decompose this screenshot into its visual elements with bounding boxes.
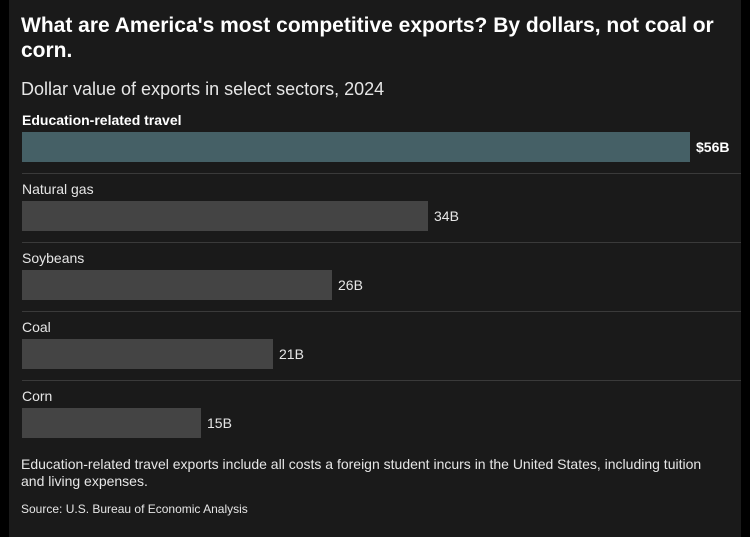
chart-note: Education-related travel exports include… — [21, 456, 702, 489]
bar — [22, 132, 690, 162]
bar-chart: Education-related travel $56B Natural gas 3… — [9, 108, 741, 448]
row-divider — [22, 311, 741, 312]
category-label: Soybeans — [22, 250, 85, 266]
value-label: $56B — [696, 139, 730, 155]
chart-card: What are America's most competitive expo… — [9, 0, 741, 537]
chart-title: What are America's most competitive expo… — [21, 14, 714, 62]
bar-row: Coal 21B — [22, 315, 741, 384]
bar-row: Soybeans 26B — [22, 246, 741, 315]
value-label: 34B — [434, 208, 459, 224]
chart-subtitle: Dollar value of exports in select sector… — [21, 79, 385, 99]
bar-row: Corn 15B — [22, 384, 741, 453]
bar — [22, 339, 273, 369]
value-label: 15B — [207, 415, 232, 431]
bar-row: Natural gas 34B — [22, 177, 741, 246]
category-label: Corn — [22, 388, 53, 404]
value-label: 21B — [279, 346, 304, 362]
category-label: Natural gas — [22, 181, 94, 197]
bar — [22, 201, 428, 231]
bar-row: Education-related travel $56B — [22, 108, 741, 177]
bar — [22, 270, 332, 300]
row-divider — [22, 173, 741, 174]
category-label: Education-related travel — [22, 112, 182, 128]
row-divider — [22, 380, 741, 381]
bar — [22, 408, 201, 438]
category-label: Coal — [22, 319, 51, 335]
row-divider — [22, 242, 741, 243]
value-label: 26B — [338, 277, 363, 293]
chart-source: Source: U.S. Bureau of Economic Analysis — [21, 502, 248, 516]
